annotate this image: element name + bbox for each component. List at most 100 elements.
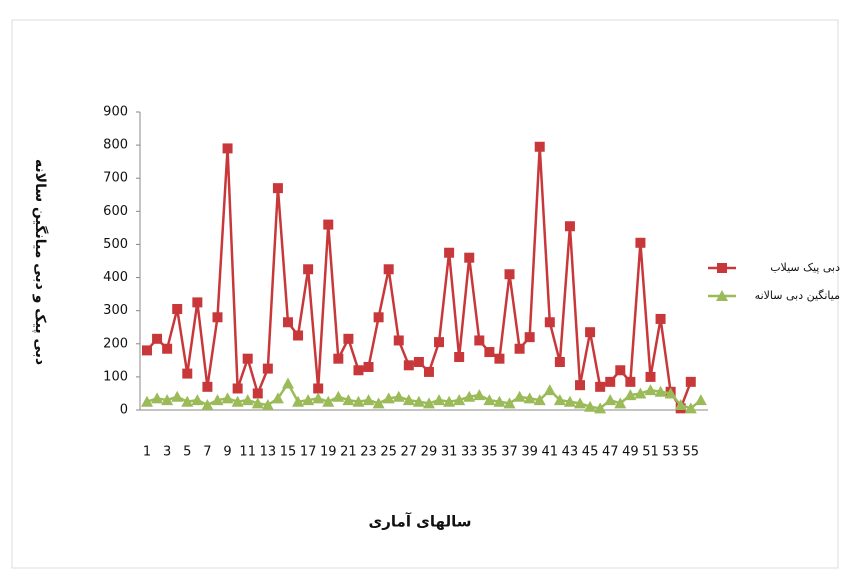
marker: [544, 317, 555, 328]
marker: [333, 353, 344, 364]
marker: [443, 395, 456, 407]
marker: [645, 371, 656, 382]
marker: [575, 380, 586, 391]
x-tick-label: 49: [622, 445, 639, 460]
x-tick-label: 3: [163, 445, 171, 460]
marker: [433, 394, 446, 406]
marker: [242, 353, 253, 364]
marker: [494, 353, 505, 364]
y-tick-label: 400: [103, 270, 128, 285]
marker: [685, 376, 696, 387]
x-tick-label: 33: [461, 445, 478, 460]
marker: [402, 394, 415, 406]
marker: [523, 392, 536, 404]
marker: [412, 395, 425, 407]
marker: [352, 395, 365, 407]
marker: [484, 347, 495, 358]
marker: [222, 143, 233, 154]
marker: [161, 394, 174, 406]
marker: [664, 387, 677, 399]
marker: [392, 390, 405, 402]
x-tick-label: 19: [320, 445, 337, 460]
marker: [152, 333, 163, 344]
marker: [434, 337, 445, 348]
marker: [373, 312, 384, 323]
marker: [684, 402, 697, 414]
marker: [604, 394, 617, 406]
marker: [313, 383, 324, 394]
marker: [293, 330, 304, 341]
marker: [192, 297, 203, 308]
marker: [464, 252, 475, 263]
marker: [654, 385, 667, 397]
x-tick-label: 25: [380, 445, 397, 460]
marker: [644, 384, 657, 396]
marker: [221, 392, 234, 404]
marker: [323, 219, 334, 230]
marker: [342, 394, 355, 406]
marker: [605, 376, 616, 387]
marker: [483, 394, 496, 406]
marker: [312, 392, 325, 404]
marker: [151, 392, 164, 404]
marker: [554, 356, 565, 367]
marker: [463, 390, 476, 402]
marker: [534, 141, 545, 152]
marker: [514, 343, 525, 354]
marker: [322, 395, 335, 407]
y-tick-label: 100: [103, 369, 128, 384]
marker: [181, 395, 194, 407]
y-tick-label: 300: [103, 303, 128, 318]
marker: [624, 389, 637, 401]
marker: [625, 376, 636, 387]
x-tick-label: 7: [203, 445, 211, 460]
marker: [634, 387, 647, 399]
marker: [503, 397, 516, 409]
marker: [635, 237, 646, 248]
marker: [444, 247, 455, 258]
marker: [302, 394, 315, 406]
x-tick-label: 35: [481, 445, 498, 460]
marker: [372, 397, 385, 409]
marker: [162, 343, 173, 354]
marker: [584, 400, 597, 412]
y-tick-label: 800: [103, 138, 128, 153]
y-tick-label: 900: [103, 105, 128, 120]
x-tick-label: 17: [300, 445, 317, 460]
marker: [585, 327, 596, 338]
marker: [172, 304, 183, 315]
y-tick-label: 200: [103, 336, 128, 351]
marker: [403, 360, 414, 371]
marker: [674, 399, 687, 411]
x-tick-label: 45: [582, 445, 599, 460]
marker: [423, 366, 434, 377]
marker: [504, 269, 515, 280]
x-tick-label: 47: [602, 445, 619, 460]
marker: [564, 221, 575, 232]
marker: [282, 317, 293, 328]
x-tick-label: 5: [183, 445, 191, 460]
marker: [232, 383, 243, 394]
marker: [241, 394, 254, 406]
marker: [453, 394, 466, 406]
marker: [614, 397, 627, 409]
x-axis-label: سالهای آماری: [369, 513, 472, 531]
marker: [343, 333, 354, 344]
marker: [413, 356, 424, 367]
marker: [281, 377, 294, 389]
marker: [261, 399, 274, 411]
marker: [493, 395, 506, 407]
marker: [694, 394, 707, 406]
x-tick-label: 27: [401, 445, 418, 460]
y-axis-label: دبی پیک و دبی میانگین سالانه: [32, 159, 49, 365]
marker: [524, 332, 535, 343]
y-tick-label: 700: [103, 171, 128, 186]
marker: [252, 388, 263, 399]
marker: [271, 392, 284, 404]
x-tick-label: 39: [521, 445, 538, 460]
marker: [272, 183, 283, 194]
y-tick-label: 500: [103, 237, 128, 252]
legend-label: میانگین دبی سالانه: [755, 289, 840, 302]
marker: [422, 397, 435, 409]
marker: [473, 389, 486, 401]
